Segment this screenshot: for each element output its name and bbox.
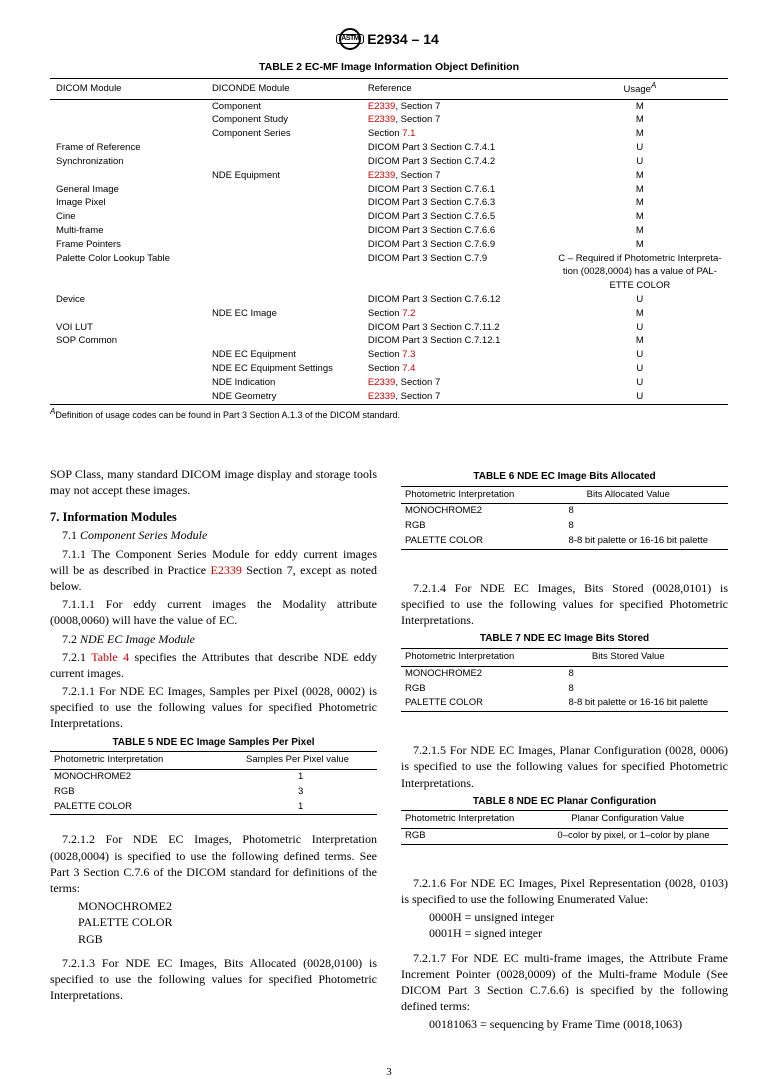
th-diconde: DICONDE Module — [206, 79, 362, 100]
t6-title: TABLE 6 NDE EC Image Bits Allocated — [401, 470, 728, 484]
enum-list: 0000H = unsigned integer 0001H = signed … — [429, 909, 728, 941]
sec7: 7. Information Modules — [50, 509, 377, 526]
enum-list2: 00181063 = sequencing by Frame Time (001… — [429, 1016, 728, 1032]
right-column: TABLE 6 NDE EC Image Bits Allocated Phot… — [401, 466, 728, 1040]
p7111: 7.1.1.1 For eddy current images the Moda… — [50, 596, 377, 628]
link-e2339[interactable]: E2339 — [211, 563, 242, 577]
p-sop: SOP Class, many standard DICOM image dis… — [50, 466, 377, 498]
terms-list: MONOCHROME2 PALETTE COLOR RGB — [78, 898, 377, 947]
t8-title: TABLE 8 NDE EC Planar Configuration — [401, 795, 728, 809]
t5-title: TABLE 5 NDE EC Image Samples Per Pixel — [50, 736, 377, 750]
table2-title: TABLE 2 EC-MF Image Information Object D… — [50, 60, 728, 74]
sec71: 7.1 Component Series Module — [50, 527, 377, 543]
p721: 7.2.1 Table 4 specifies the Attributes t… — [50, 649, 377, 681]
p7212: 7.2.1.2 For NDE EC Images, Photometric I… — [50, 831, 377, 896]
p7217: 7.2.1.7 For NDE EC multi-frame images, t… — [401, 950, 728, 1015]
th-usage: UsageA — [552, 79, 728, 100]
p7213: 7.2.1.3 For NDE EC Images, Bits Allocate… — [50, 955, 377, 1004]
sec72: 7.2 NDE EC Image Module — [50, 631, 377, 647]
table2: DICOM Module DICONDE Module Reference Us… — [50, 78, 728, 405]
page-number: 3 — [50, 1065, 728, 1079]
table6: Photometric InterpretationBits Allocated… — [401, 486, 728, 550]
p7215: 7.2.1.5 For NDE EC Images, Planar Config… — [401, 742, 728, 791]
p7216: 7.2.1.6 For NDE EC Images, Pixel Represe… — [401, 875, 728, 907]
p711: 7.1.1 The Component Series Module for ed… — [50, 546, 377, 595]
left-column: SOP Class, many standard DICOM image dis… — [50, 466, 377, 1040]
p7214: 7.2.1.4 For NDE EC Images, Bits Stored (… — [401, 580, 728, 629]
designation: E2934 – 14 — [367, 30, 439, 49]
t7-title: TABLE 7 NDE EC Image Bits Stored — [401, 632, 728, 646]
header: ASTM E2934 – 14 — [50, 28, 728, 50]
table5: Photometric InterpretationSamples Per Pi… — [50, 751, 377, 815]
astm-logo: ASTM — [339, 28, 361, 50]
th-ref: Reference — [362, 79, 552, 100]
table7: Photometric InterpretationBits Stored Va… — [401, 648, 728, 712]
table2-footnote: ADefinition of usage codes can be found … — [50, 407, 728, 421]
th-dicom: DICOM Module — [50, 79, 206, 100]
p7211: 7.2.1.1 For NDE EC Images, Samples per P… — [50, 683, 377, 732]
table8: Photometric InterpretationPlanar Configu… — [401, 810, 728, 845]
link-table4[interactable]: Table 4 — [91, 650, 129, 664]
